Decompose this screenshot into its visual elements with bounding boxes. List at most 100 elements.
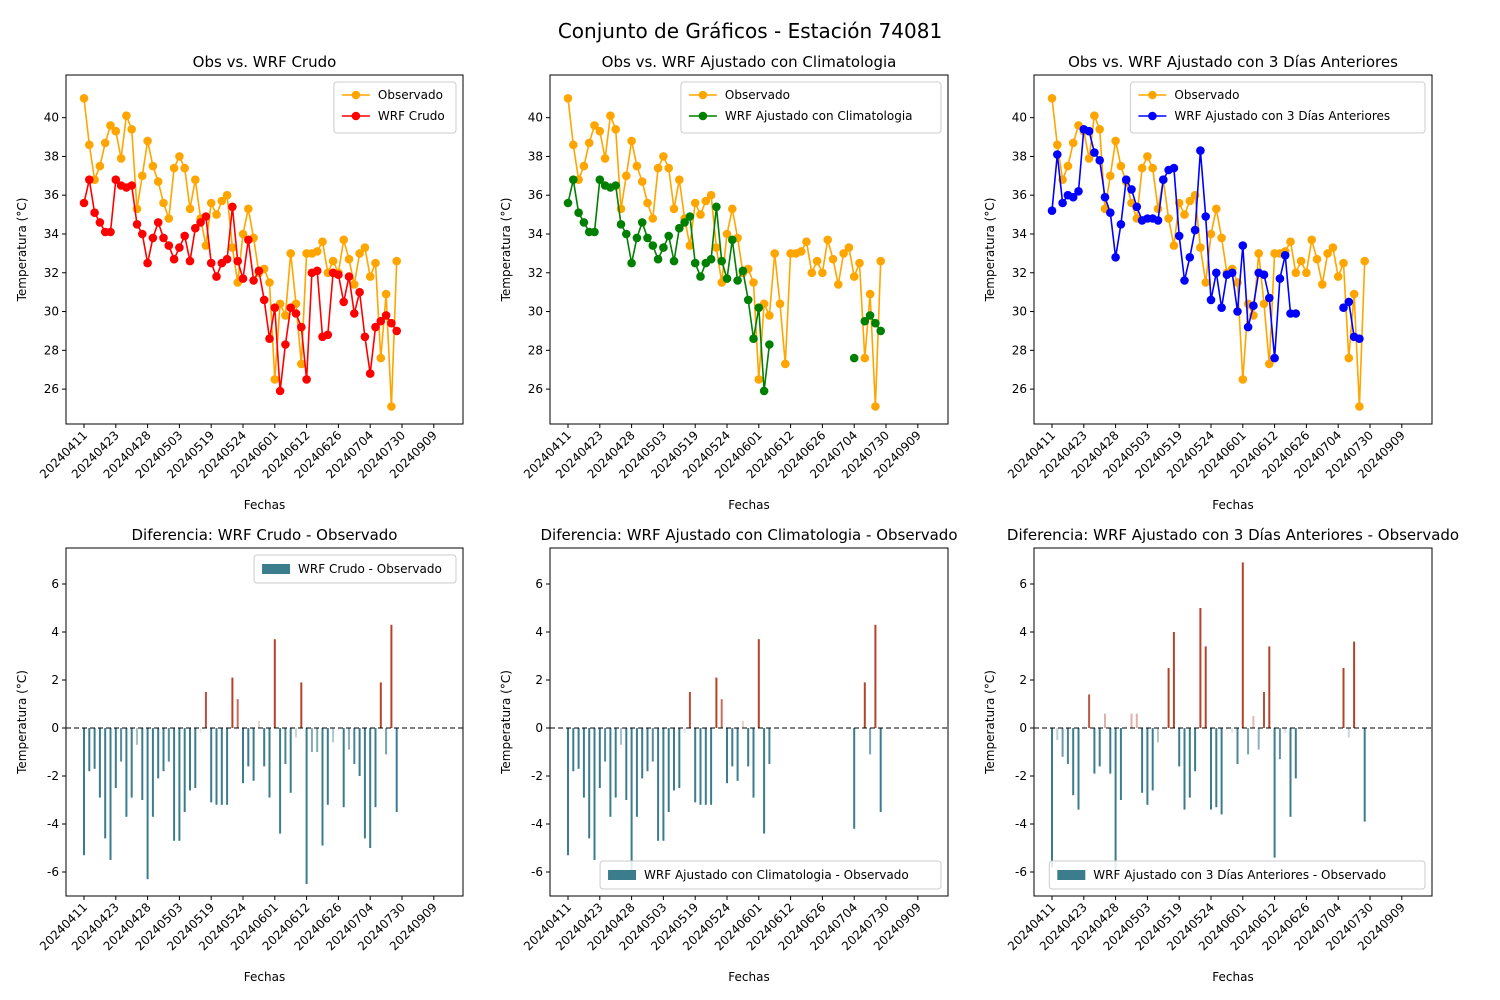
y-tick-label: 40 — [1012, 111, 1027, 125]
bar — [604, 728, 607, 762]
data-point — [1249, 301, 1258, 311]
data-point — [132, 220, 142, 229]
data-point — [339, 297, 349, 307]
bar — [1252, 716, 1255, 728]
plot-frame — [65, 74, 464, 425]
bar-series — [567, 624, 882, 880]
y-tick-label: 4 — [51, 625, 59, 639]
data-point — [387, 318, 396, 328]
bar — [1236, 728, 1239, 764]
y-tick-label: 0 — [535, 721, 543, 735]
data-point — [212, 272, 221, 281]
bar — [1220, 728, 1223, 815]
data-point — [1185, 196, 1195, 206]
bar — [151, 728, 154, 817]
data-point — [312, 247, 322, 256]
bar — [667, 728, 670, 812]
legend-marker — [1148, 111, 1157, 121]
bar — [1210, 728, 1212, 810]
data-point — [127, 181, 136, 190]
y-tick-label: 2 — [1019, 673, 1027, 687]
legend-swatch — [608, 870, 637, 880]
legend: Observado WRF Ajustado con Climatologia — [680, 81, 942, 134]
bar — [1247, 728, 1250, 755]
bar — [284, 728, 287, 764]
legend-label: WRF Crudo - Observado — [298, 562, 442, 576]
y-tick-label: -4 — [47, 817, 59, 831]
data-point — [148, 233, 158, 243]
data-point — [1084, 154, 1094, 163]
bar — [369, 728, 372, 848]
data-point — [690, 198, 700, 208]
bar — [1284, 728, 1287, 733]
x-axis-label: Fechas — [244, 498, 285, 512]
y-tick-label: 38 — [44, 149, 59, 163]
data-point — [1328, 243, 1338, 252]
bar — [1172, 632, 1175, 728]
bar — [651, 728, 654, 762]
bar — [1098, 728, 1101, 767]
bar — [326, 728, 329, 805]
bar — [220, 728, 223, 805]
data-point — [865, 289, 875, 299]
data-point — [754, 303, 764, 313]
data-point — [206, 258, 216, 268]
data-point — [1047, 94, 1057, 103]
legend-label: WRF Crudo — [378, 109, 445, 123]
legend: WRF Ajustado con Climatologia - Observad… — [599, 860, 942, 890]
data-point — [1238, 375, 1248, 384]
data-point — [696, 272, 705, 281]
data-point — [1090, 111, 1099, 120]
bar — [130, 728, 133, 798]
data-point — [360, 332, 370, 342]
bar — [300, 682, 303, 728]
data-point — [1148, 163, 1157, 173]
y-tick-label: 32 — [1012, 266, 1027, 280]
data-point — [1159, 175, 1168, 184]
data-point — [159, 198, 168, 208]
data-point — [675, 223, 684, 233]
data-point — [754, 375, 764, 384]
y-tick-label: 40 — [528, 111, 543, 125]
data-point — [270, 303, 280, 313]
series-2 — [563, 175, 885, 396]
data-point — [690, 258, 700, 268]
data-point — [643, 198, 652, 208]
data-point — [392, 256, 402, 266]
data-point — [669, 204, 679, 214]
data-point — [637, 218, 647, 227]
bar — [1278, 728, 1281, 760]
data-point — [775, 299, 785, 309]
data-point — [706, 190, 716, 200]
data-point — [254, 266, 264, 276]
bar — [620, 728, 622, 745]
data-point — [106, 227, 115, 237]
data-point — [1116, 220, 1126, 229]
data-point — [138, 229, 147, 239]
data-point — [579, 218, 589, 227]
data-point — [643, 233, 652, 243]
data-point — [1190, 225, 1200, 235]
bar — [194, 728, 197, 788]
data-point — [632, 161, 642, 171]
chart-title: Obs vs. WRF Ajustado con Climatologia — [602, 53, 897, 71]
data-point — [196, 218, 205, 227]
bar — [726, 728, 728, 784]
bar — [1104, 713, 1106, 728]
bar — [252, 728, 255, 781]
y-tick-label: 36 — [1012, 188, 1027, 202]
bar — [1257, 728, 1260, 750]
bar — [379, 682, 382, 728]
data-point — [653, 254, 663, 264]
data-point — [1095, 125, 1104, 134]
bar — [731, 728, 734, 767]
data-point — [712, 202, 721, 212]
bar — [763, 728, 766, 834]
bar — [662, 728, 665, 841]
plot-frame — [549, 547, 949, 897]
data-point — [371, 322, 380, 332]
data-point — [265, 278, 274, 287]
y-tick-label: 30 — [44, 305, 59, 319]
data-point — [1047, 206, 1057, 215]
data-point — [270, 375, 280, 384]
